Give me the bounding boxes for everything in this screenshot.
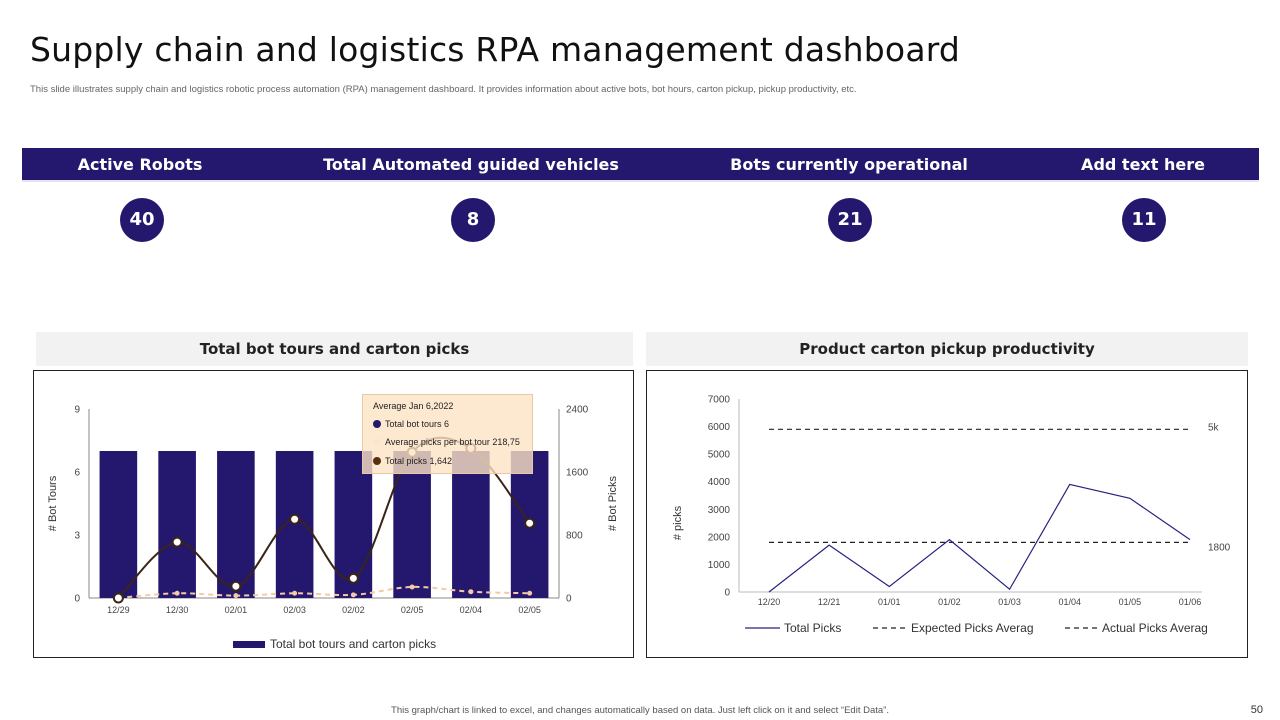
y2-tick-label: 800	[566, 531, 583, 542]
total-picks-point	[347, 572, 359, 584]
y-axis-title: # picks	[672, 505, 684, 540]
tooltip-row-tours: Total bot tours 6	[373, 419, 449, 429]
legend-label: Total bot tours and carton picks	[270, 637, 436, 651]
chart-tooltip: Average Jan 6,2022 Total bot tours 6 Ave…	[362, 394, 533, 474]
right-chart-title: Product carton pickup productivity	[646, 332, 1248, 366]
kpi-label-bots-operational: Bots currently operational	[730, 155, 968, 174]
x-tick-label: 01/02	[938, 597, 961, 607]
total-picks-line	[768, 483, 1191, 593]
peach-dot-icon	[373, 438, 381, 446]
y-tick-label: 9	[74, 405, 80, 416]
bar	[158, 451, 196, 598]
average-picks-point	[174, 590, 180, 596]
footer-note: This graph/chart is linked to excel, and…	[391, 705, 889, 716]
y2-axis-title: # Bot Picks	[607, 475, 619, 531]
legend-label-actual: Actual Picks Averag	[1102, 621, 1208, 635]
y-tick-label: 0	[724, 588, 730, 599]
total-picks-point	[112, 592, 124, 604]
total-picks-point	[524, 517, 536, 529]
y-tick-label: 5000	[708, 450, 731, 461]
x-tick-label: 12/29	[107, 605, 130, 615]
page-title: Supply chain and logistics RPA managemen…	[30, 30, 961, 69]
x-tick-label: 02/01	[225, 605, 248, 615]
y-tick-label: 7000	[708, 395, 731, 406]
legend-label-expected: Expected Picks Averag	[911, 621, 1034, 635]
x-tick-label: 02/03	[283, 605, 306, 615]
kpi-value-add-text: 11	[1122, 198, 1166, 242]
tooltip-row-picks: Total picks 1,642	[373, 456, 452, 466]
actual-average-label: 1800	[1208, 542, 1231, 553]
x-tick-label: 01/06	[1179, 597, 1202, 607]
average-picks-point	[233, 593, 239, 599]
y-tick-label: 1000	[708, 560, 731, 571]
x-tick-label: 02/04	[460, 605, 483, 615]
bar	[452, 451, 490, 598]
kpi-label-add-text: Add text here	[1081, 155, 1205, 174]
y2-tick-label: 2400	[566, 405, 589, 416]
average-picks-point	[468, 589, 474, 595]
brown-dot-icon	[373, 457, 381, 465]
y-tick-label: 6000	[708, 422, 731, 433]
total-picks-point	[171, 536, 183, 548]
average-picks-point	[292, 590, 298, 596]
x-tick-label: 01/04	[1058, 597, 1081, 607]
navy-dot-icon	[373, 420, 381, 428]
x-tick-label: 12/20	[758, 597, 781, 607]
tooltip-title: Average Jan 6,2022	[373, 401, 454, 411]
y-tick-label: 2000	[708, 532, 731, 543]
x-tick-label: 02/05	[518, 605, 541, 615]
y2-tick-label: 1600	[566, 468, 589, 479]
x-tick-label: 02/02	[342, 605, 365, 615]
x-tick-label: 01/05	[1119, 597, 1142, 607]
x-tick-label: 01/03	[998, 597, 1021, 607]
expected-average-label: 5k	[1208, 422, 1220, 433]
total-picks-point	[289, 513, 301, 525]
kpi-label-automated-vehicles: Total Automated guided vehicles	[323, 155, 619, 174]
total-picks-point	[230, 580, 242, 592]
y-axis-title: # Bot Tours	[47, 475, 59, 531]
legend-label-total: Total Picks	[784, 621, 841, 635]
kpi-value-bots-operational: 21	[828, 198, 872, 242]
kpi-header-bar	[22, 148, 1259, 182]
x-tick-label: 12/30	[166, 605, 189, 615]
bar	[99, 451, 138, 598]
kpi-label-active-robots: Active Robots	[77, 155, 203, 174]
x-tick-label: 02/05	[401, 605, 424, 615]
y-tick-label: 0	[74, 594, 80, 605]
page-number: 50	[1250, 704, 1263, 716]
tooltip-row-average: Average picks per bot tour 218,75	[373, 437, 520, 447]
page-subtitle: This slide illustrates supply chain and …	[30, 84, 857, 95]
y2-tick-label: 0	[566, 594, 572, 605]
y-tick-label: 4000	[708, 477, 731, 488]
average-picks-point	[350, 592, 356, 598]
kpi-value-automated-vehicles: 8	[451, 198, 495, 242]
average-picks-point	[409, 584, 415, 590]
y-tick-label: 3000	[708, 505, 731, 516]
left-chart-frame[interactable]: 0 3 6 9 0 800 1600 2400 # Bot Tours # Bot Picks 12…	[33, 370, 634, 658]
average-picks-point	[527, 590, 533, 596]
kpi-value-active-robots: 40	[120, 198, 164, 242]
bot-tours-chart[interactable]: 0 3 6 9 0 800 1600 2400 # Bot Tours # Bot Picks 12…	[34, 371, 633, 657]
legend-swatch	[233, 641, 265, 648]
pickup-productivity-chart[interactable]: 0 1000 2000 3000 4000 5000 6000 7000 # picks 12/2…	[647, 371, 1247, 657]
bar	[217, 451, 255, 598]
x-tick-label: 12/21	[818, 597, 841, 607]
x-tick-label: 01/01	[878, 597, 901, 607]
right-chart-frame[interactable]: 0 1000 2000 3000 4000 5000 6000 7000 # picks 12/2…	[646, 370, 1248, 658]
average-picks-line	[118, 585, 530, 599]
y-tick-label: 6	[74, 468, 80, 479]
y-tick-label: 3	[74, 531, 80, 542]
left-chart-title: Total bot tours and carton picks	[36, 332, 633, 366]
